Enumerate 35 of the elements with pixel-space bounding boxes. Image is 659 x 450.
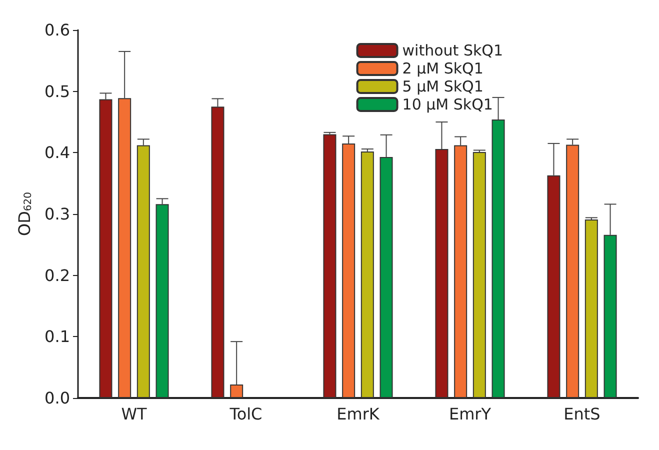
- y-tick-label: 0.6: [44, 20, 70, 40]
- legend-label: without SkQ1: [402, 42, 504, 60]
- y-tick-label: 0.4: [44, 143, 70, 162]
- bar: [584, 220, 598, 398]
- y-tick-label: 0.2: [44, 266, 70, 285]
- legend-label: 10 μM SkQ1: [402, 96, 493, 114]
- y-tick-label: 0.0: [44, 388, 70, 408]
- bar: [454, 145, 468, 398]
- bar: [118, 98, 132, 398]
- x-tick-label: EmrY: [448, 404, 492, 424]
- bar: [323, 134, 336, 398]
- x-tick-label: TolC: [228, 404, 262, 424]
- x-tick-label: EmrK: [336, 404, 380, 424]
- bar: [360, 151, 374, 398]
- bar: [211, 106, 224, 398]
- bar: [156, 204, 169, 398]
- bar: [547, 175, 560, 398]
- bar: [492, 120, 505, 398]
- x-tick-label: EntS: [564, 404, 600, 424]
- bar: [380, 156, 393, 398]
- bar: [136, 145, 150, 398]
- bar: [472, 152, 486, 398]
- x-tick-label: WT: [121, 404, 148, 424]
- bar: [566, 144, 580, 398]
- legend-label: 5 μM SkQ1: [402, 78, 484, 96]
- y-tick-label: 0.1: [44, 327, 70, 346]
- bar: [604, 234, 617, 398]
- bar: [435, 148, 448, 398]
- bar: [230, 384, 244, 398]
- bar: [99, 99, 112, 398]
- y-tick-label: 0.3: [44, 204, 70, 224]
- legend-label: 2 μM SkQ1: [402, 60, 484, 78]
- y-tick-label: 0.5: [44, 82, 70, 101]
- y-axis-title: OD620: [15, 192, 34, 236]
- bar: [342, 143, 356, 398]
